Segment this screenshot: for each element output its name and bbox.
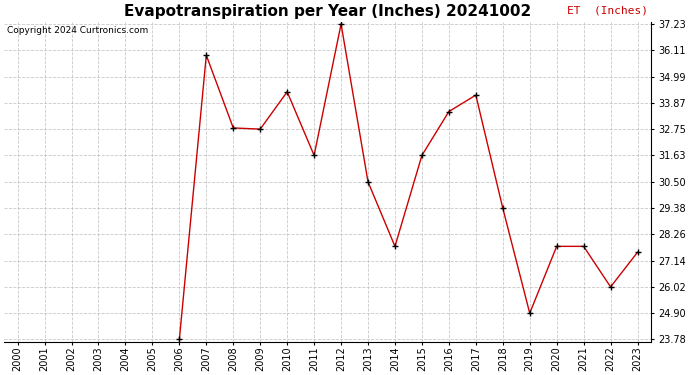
Text: ET  (Inches): ET (Inches) [566, 5, 648, 15]
Text: Copyright 2024 Curtronics.com: Copyright 2024 Curtronics.com [7, 26, 148, 35]
Title: Evapotranspiration per Year (Inches) 20241002: Evapotranspiration per Year (Inches) 202… [124, 4, 531, 19]
